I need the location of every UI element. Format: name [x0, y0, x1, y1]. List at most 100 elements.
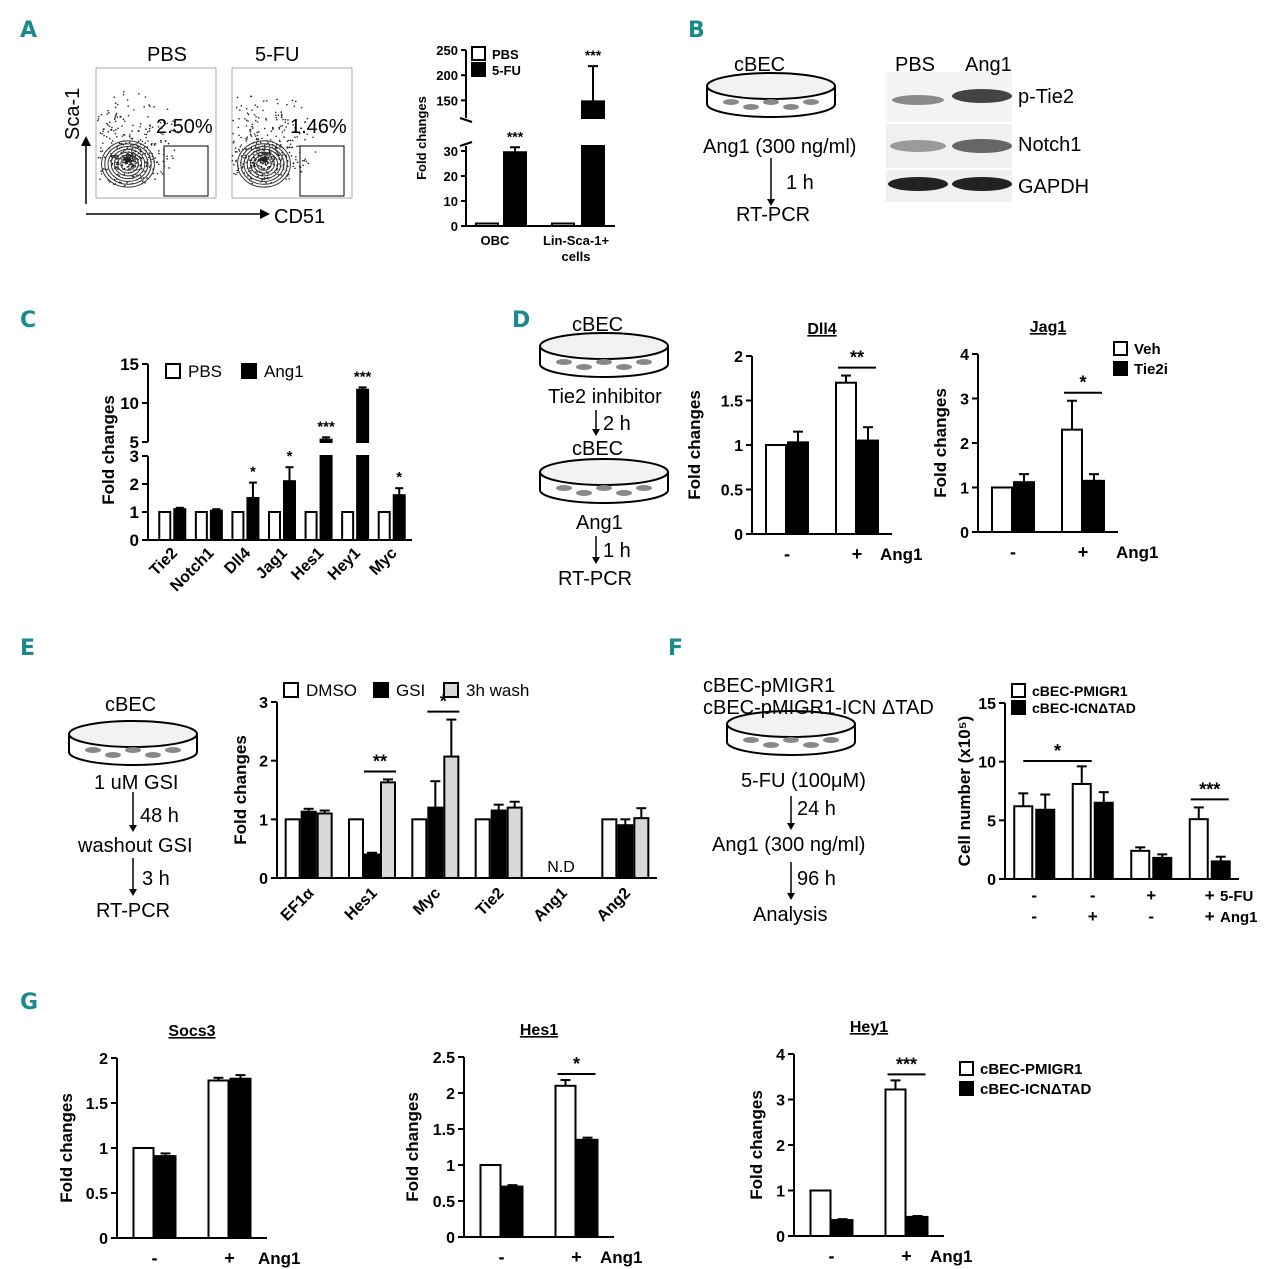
a-bar-legend-swatch — [471, 62, 486, 77]
D-Dll4-ytick-label: 1 — [734, 438, 743, 455]
flow-5fu-event — [277, 173, 280, 176]
e-bracket-label: * — [440, 692, 447, 712]
flow-pbs-event — [111, 140, 114, 142]
panel-label-c: C — [20, 308, 37, 333]
G-Hes1-ytick-label: 1.5 — [433, 1122, 455, 1139]
f-row-label: - — [1090, 886, 1096, 905]
flow-pbs-event — [130, 144, 132, 146]
D-Jag1-bar — [1061, 428, 1083, 533]
G-Hey1-bar — [831, 1219, 854, 1237]
blot-col-pbs: PBS — [895, 54, 936, 76]
a-bar-ylabel: Fold changes — [414, 96, 429, 180]
E-bar — [364, 853, 380, 879]
flow-5fu-contour — [246, 148, 282, 180]
flow-5fu-event — [235, 159, 238, 162]
a-bar-legend-swatch — [471, 46, 486, 61]
panel-label-e: E — [20, 636, 36, 661]
flow-5fu-event — [276, 118, 278, 121]
c-significance: *** — [317, 418, 335, 435]
flow-5fu-event — [245, 119, 248, 122]
flow-pbs-event — [101, 150, 104, 152]
flow-5fu-event — [276, 102, 279, 105]
flow-5fu-event — [264, 164, 267, 166]
flow-5fu-event — [238, 109, 241, 111]
flow-5fu-event — [244, 148, 247, 150]
flow-pbs-event — [135, 162, 138, 164]
f-cell — [823, 737, 839, 743]
E-bar — [474, 818, 491, 879]
flow-pbs-event — [120, 158, 123, 160]
D-Jag1-category-label: + — [1078, 542, 1089, 562]
flow-5fu-event — [248, 167, 251, 169]
flow-pbs-event — [126, 166, 129, 168]
flow-pbs-event — [124, 159, 127, 162]
flow-pbs-event — [115, 163, 118, 165]
flow-5fu-event — [282, 118, 284, 121]
f-step-6: 96 h — [797, 868, 836, 890]
a-bar-ytick-label: 250 — [436, 43, 458, 58]
flow-pbs-event — [139, 139, 142, 141]
flow-pbs-frame — [95, 67, 217, 199]
d1-cell — [576, 364, 592, 370]
flow-5fu-event — [263, 159, 265, 161]
E-category-label: Ang2 — [594, 885, 634, 925]
f-step-4: 24 h — [797, 798, 836, 820]
c-legend-swatch — [241, 363, 257, 379]
G-Hes1-ylabel: Fold changes — [403, 1092, 422, 1202]
flow-5fu-event — [269, 139, 272, 141]
d1-cell — [596, 359, 612, 365]
flow-pbs-event — [117, 103, 119, 106]
flow-pbs-event — [131, 150, 133, 152]
G-Hey1-ytick-label: 4 — [776, 1047, 785, 1064]
e-step-2: 1 uM GSI — [94, 772, 179, 794]
d2-arrow-head — [592, 557, 600, 564]
c-ytick-label: 5 — [130, 433, 139, 452]
G-Hes1-title: Hes1 — [520, 1022, 558, 1039]
f-step-7: Analysis — [753, 904, 828, 926]
flow-pbs-event — [145, 136, 147, 139]
F-bar — [1093, 801, 1114, 881]
c-ytick-label: 2 — [130, 475, 139, 494]
flow-5fu-event — [268, 165, 270, 168]
e2-arrow-head — [129, 889, 137, 896]
E-ylabel: Fold changes — [231, 735, 250, 845]
flow-pbs-event — [108, 125, 111, 128]
flow-pbs-event — [131, 137, 134, 140]
G-Socs3-xlabel: Ang1 — [258, 1249, 301, 1268]
E-category-label: Tie2 — [473, 885, 508, 920]
e-legend-label: 3h wash — [466, 681, 529, 700]
flow-5fu-event — [266, 160, 268, 162]
flow-pbs-event — [143, 146, 146, 149]
flow-pbs-event — [103, 156, 106, 159]
c-bar — [209, 509, 223, 542]
flow-pbs-event — [131, 147, 134, 150]
G-Hey1-ytick-label: 3 — [776, 1093, 785, 1110]
flow-pbs-event — [102, 130, 104, 133]
flow-5fu-event — [249, 133, 252, 136]
flow-5fu-event — [289, 143, 292, 145]
flow-pbs-event — [148, 127, 151, 130]
E-bar — [348, 818, 364, 879]
flow-pbs-event — [97, 118, 100, 120]
flow-pbs-event — [114, 117, 116, 119]
E-bar — [284, 818, 301, 879]
flow-pbs-event — [166, 122, 168, 125]
D-Dll4-bar — [857, 439, 879, 535]
G-Hey1-bar — [884, 1088, 907, 1237]
flow-pbs-event — [106, 122, 108, 125]
e-not-detected: N.D — [547, 859, 575, 876]
flow-5fu-event — [305, 160, 308, 163]
flow-5fu-event — [275, 135, 277, 138]
flow-5fu-event — [307, 162, 310, 165]
flow-5fu-event — [263, 127, 266, 130]
flow-5fu-event — [273, 157, 276, 160]
flow-pbs-event — [128, 134, 131, 136]
d-legend-swatch — [1113, 341, 1128, 356]
e-step-5: 3 h — [142, 868, 170, 890]
c-bar — [231, 511, 245, 541]
E-bar — [443, 755, 460, 879]
flow-5fu-event — [232, 132, 234, 135]
flow-pbs-event — [113, 118, 116, 121]
d2-cell — [616, 490, 632, 496]
flow-pbs-event — [116, 167, 119, 169]
